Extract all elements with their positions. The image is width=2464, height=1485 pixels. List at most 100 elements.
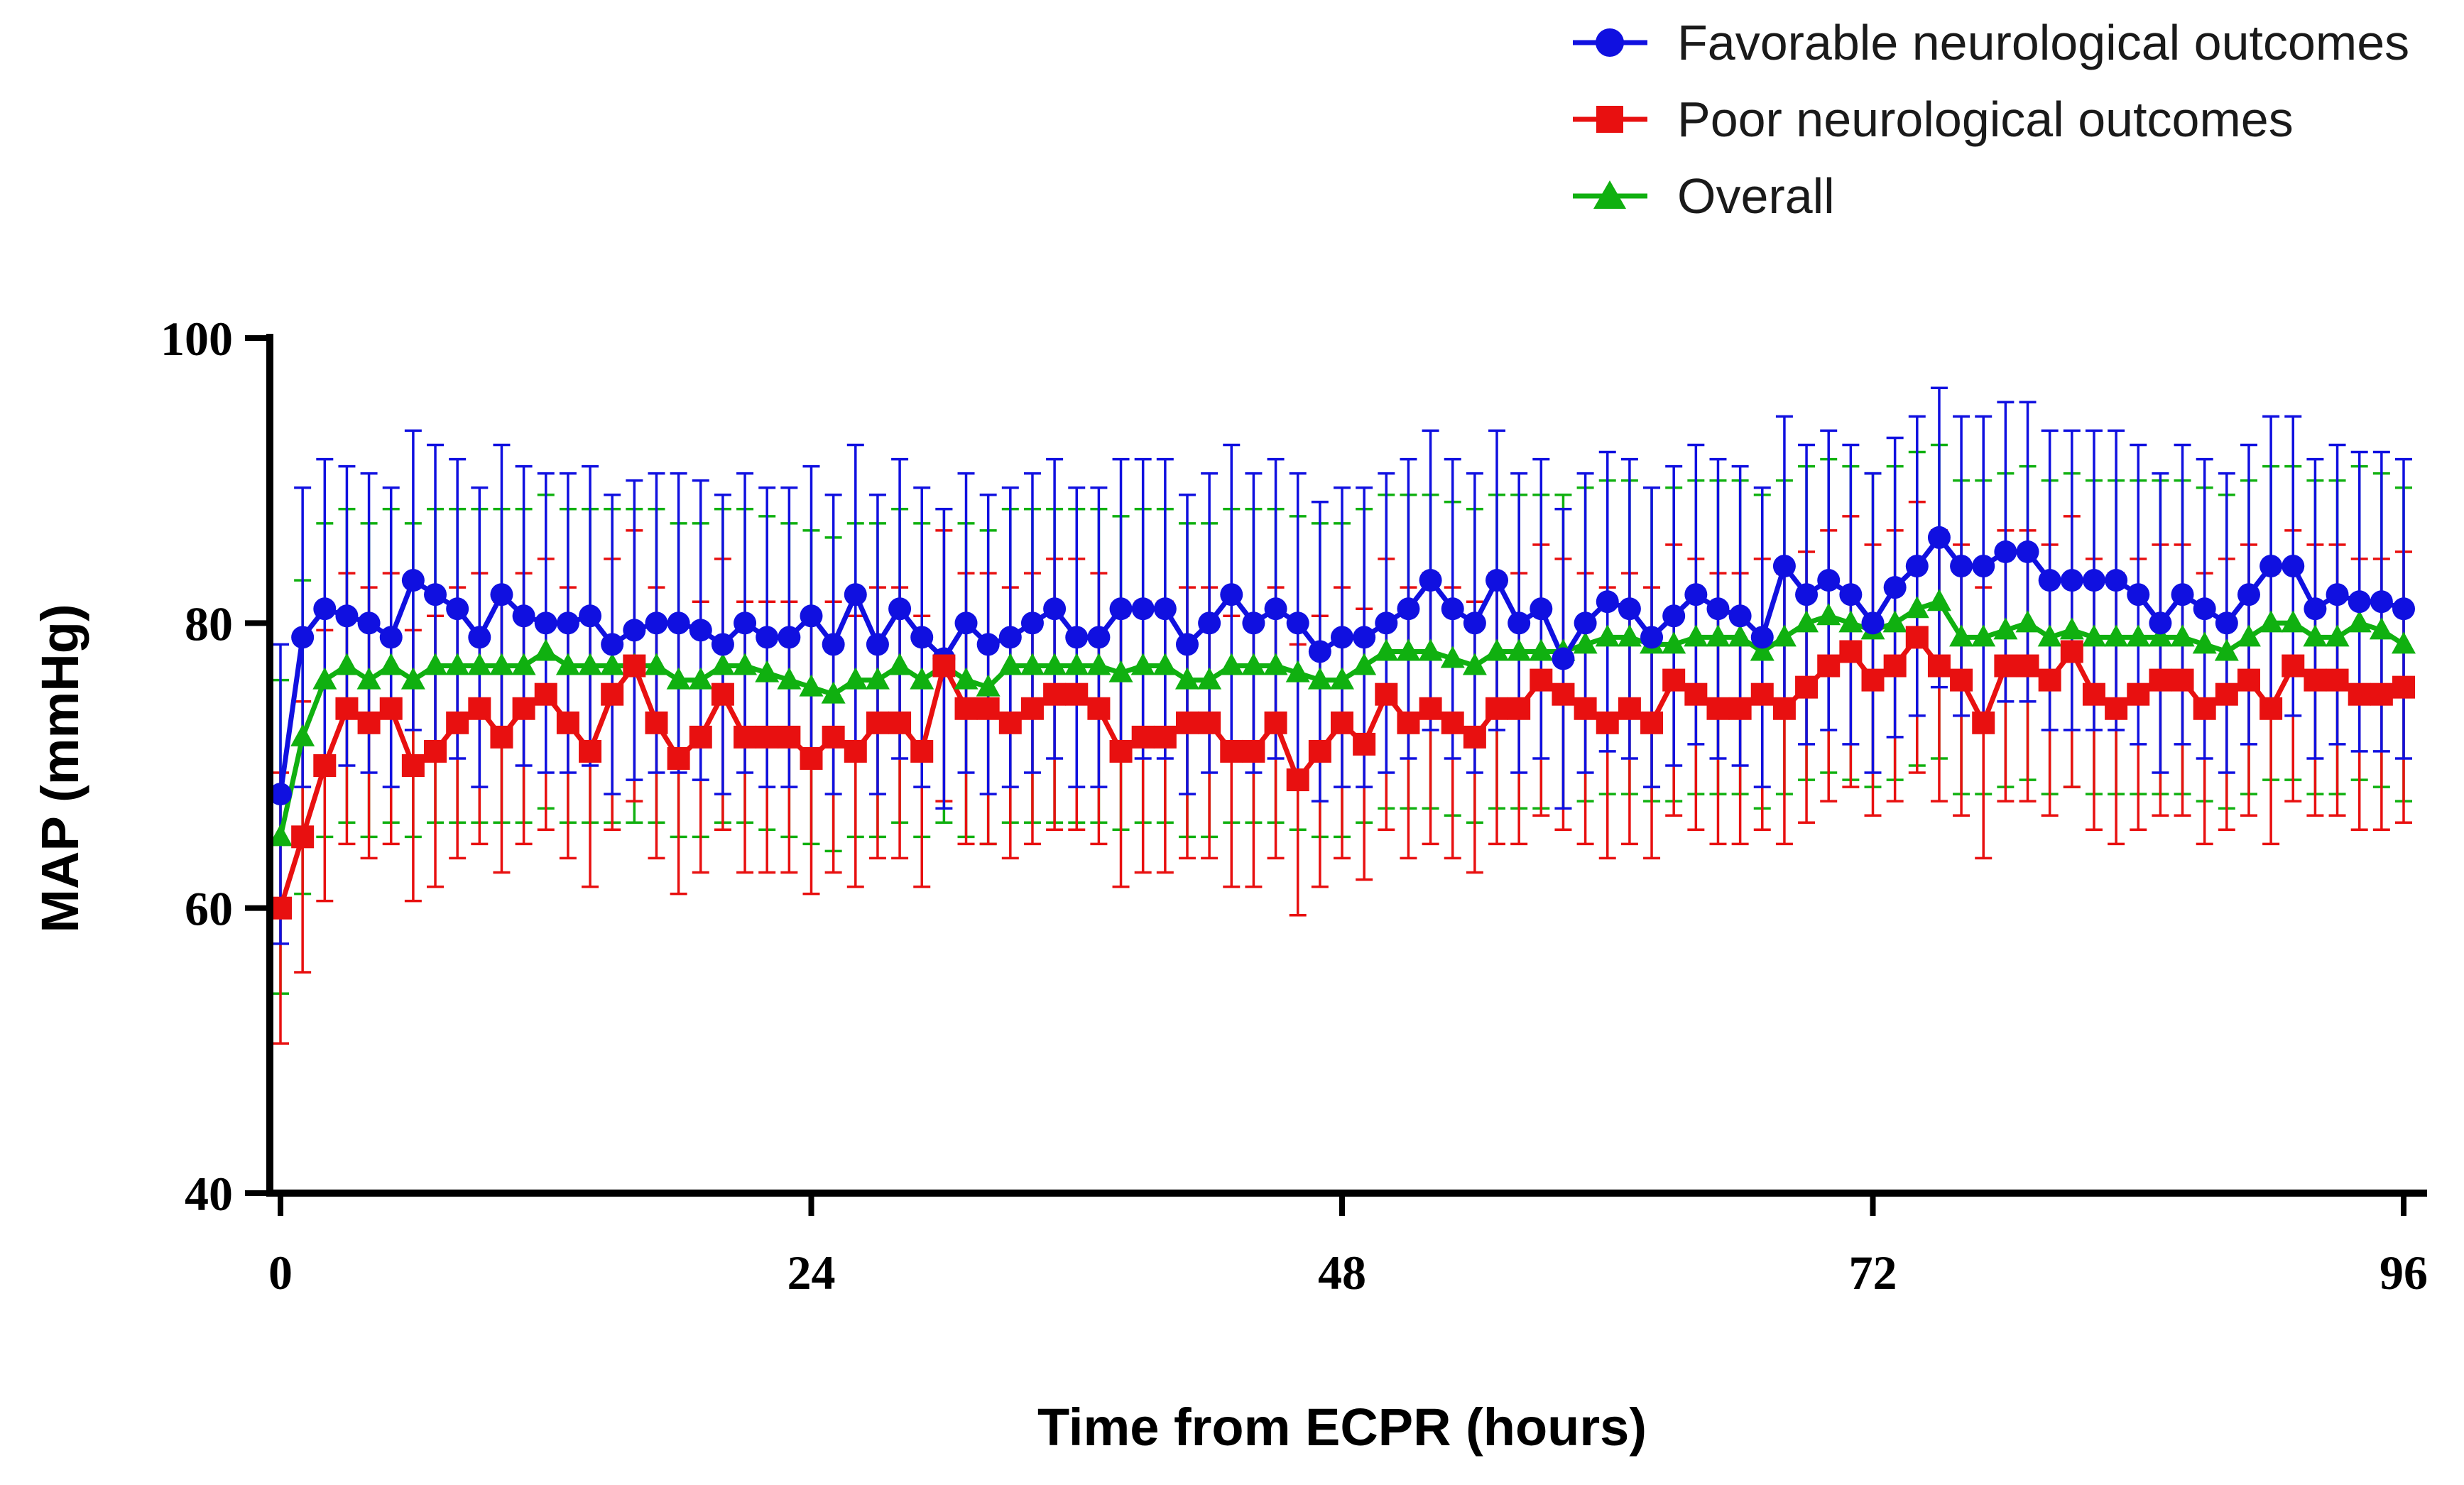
data-point	[357, 611, 381, 635]
x-tick-label: 24	[787, 1246, 836, 1300]
data-point	[888, 597, 912, 621]
data-point	[2082, 569, 2105, 592]
data-point	[954, 697, 978, 720]
data-point	[1507, 638, 1532, 661]
legend-label-overall: Overall	[1677, 168, 1835, 224]
data-point	[2392, 675, 2415, 699]
data-point	[401, 754, 425, 777]
x-tick-label: 72	[1849, 1246, 1897, 1300]
data-point	[1153, 725, 1177, 749]
x-tick-label: 96	[2379, 1246, 2428, 1300]
data-point	[579, 739, 602, 763]
data-point	[1219, 653, 1244, 675]
data-point	[843, 667, 868, 690]
data-point	[1352, 653, 1377, 675]
data-point	[2149, 668, 2172, 692]
data-point	[356, 667, 381, 690]
data-point	[468, 697, 491, 720]
data-point	[1175, 633, 1199, 656]
data-point	[1065, 682, 1089, 706]
data-point	[2193, 597, 2216, 621]
data-point	[357, 711, 381, 734]
data-point	[1882, 610, 1907, 633]
legend-item-favorable: Favorable neurological outcomes	[1573, 15, 2409, 70]
data-point	[2171, 668, 2194, 692]
data-point	[1904, 596, 1929, 619]
data-point	[910, 739, 934, 763]
data-point	[756, 725, 779, 749]
y-tick-label: 80	[185, 597, 233, 651]
data-point	[645, 611, 668, 635]
data-point	[1087, 697, 1111, 720]
data-point	[1374, 638, 1399, 661]
data-point	[1950, 555, 1973, 578]
data-point	[1684, 624, 1708, 647]
data-point	[778, 725, 801, 749]
data-point	[445, 653, 470, 675]
data-point	[688, 667, 713, 690]
data-point	[1772, 624, 1797, 647]
data-point	[2016, 654, 2039, 678]
data-point	[822, 725, 845, 749]
data-point	[400, 667, 425, 690]
data-point	[711, 633, 734, 656]
data-point	[1971, 624, 1996, 647]
data-point	[644, 653, 669, 675]
data-point	[2392, 631, 2416, 654]
data-point	[2104, 624, 2129, 647]
data-point	[1197, 667, 1222, 690]
data-point	[888, 711, 912, 734]
data-point	[1994, 654, 2017, 678]
data-point	[2369, 617, 2394, 640]
data-point	[1308, 739, 1331, 763]
data-point	[1905, 626, 1929, 649]
data-point	[1065, 626, 1089, 649]
data-point	[910, 626, 934, 649]
data-point	[1020, 697, 1044, 720]
data-point	[1242, 739, 1265, 763]
data-point	[379, 626, 403, 649]
data-point	[2282, 654, 2305, 678]
data-point	[1153, 597, 1177, 621]
data-point	[1595, 624, 1620, 647]
data-point	[1816, 603, 1841, 626]
legend-item-poor: Poor neurological outcomes	[1573, 92, 2294, 147]
data-point	[1817, 654, 1841, 678]
data-point	[1285, 660, 1310, 682]
data-point	[1198, 711, 1221, 734]
series-markers	[268, 526, 2416, 920]
data-point	[667, 746, 690, 770]
data-point	[1462, 653, 1487, 675]
legend-circle-marker	[1596, 28, 1624, 57]
data-point	[1241, 653, 1266, 675]
data-point	[1795, 675, 1819, 699]
data-point	[2370, 682, 2393, 706]
data-point	[1972, 711, 1995, 734]
data-point	[1441, 711, 1464, 734]
data-point	[2281, 610, 2306, 633]
data-point	[2392, 597, 2415, 621]
data-point	[2127, 583, 2150, 606]
data-point	[2237, 668, 2260, 692]
data-point	[1220, 583, 1243, 606]
data-point	[1839, 583, 1863, 606]
data-point	[1286, 768, 1309, 792]
data-point	[1508, 611, 1531, 635]
data-point	[689, 725, 712, 749]
data-point	[1043, 597, 1067, 621]
data-point	[2016, 540, 2039, 563]
data-point	[313, 754, 337, 777]
data-point	[2303, 624, 2328, 647]
data-point	[2060, 640, 2083, 663]
data-point	[1375, 611, 1398, 635]
data-point	[822, 633, 845, 656]
data-point	[1307, 667, 1332, 690]
data-point	[778, 626, 801, 649]
data-point	[954, 667, 978, 690]
data-point	[2170, 624, 2195, 647]
data-point	[1927, 526, 1951, 549]
data-point	[269, 783, 292, 806]
data-point	[424, 583, 447, 606]
data-point	[423, 653, 448, 675]
data-point	[1750, 626, 1774, 649]
